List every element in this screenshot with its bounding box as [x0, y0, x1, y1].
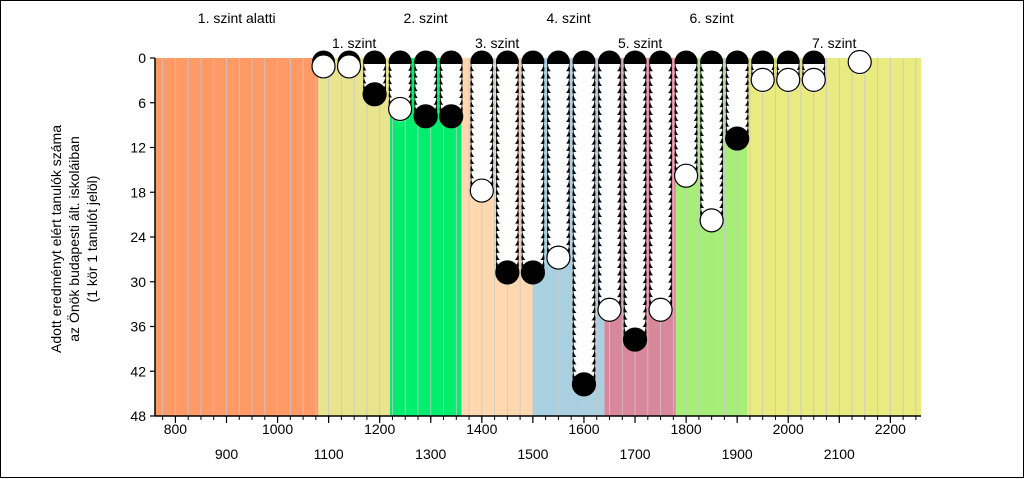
point-column: [750, 50, 775, 93]
data-point: [648, 297, 673, 322]
data-point: [847, 49, 872, 75]
point-column: [622, 50, 648, 352]
point-column: [495, 50, 520, 285]
data-point: [311, 54, 336, 79]
x-tick-label: 900: [215, 446, 239, 462]
x-tick-label: 2200: [875, 421, 906, 437]
y-tick-label: 36: [130, 319, 146, 335]
level-label-7: 6. szint: [689, 10, 733, 26]
x-tick-label: 1800: [671, 421, 702, 437]
level-label-4: 3. szint: [475, 35, 519, 51]
point-column: [597, 50, 622, 322]
point-column: [362, 50, 387, 107]
x-tick-label: 2100: [824, 446, 855, 462]
data-points: [311, 49, 872, 397]
point-column: [648, 50, 673, 322]
data-point: [597, 297, 622, 322]
level-label-6: 5. szint: [618, 35, 662, 51]
grid-lines: [162, 58, 917, 416]
point-column: [520, 50, 545, 285]
x-tick-label: 1200: [364, 421, 395, 437]
point-column: [776, 50, 801, 93]
point-column: [571, 50, 597, 397]
point-column: [546, 50, 571, 271]
level-labels: 1. szint alatti 1. szint 2. szint 3. szint 4…: [198, 10, 857, 51]
point-column: [699, 50, 724, 233]
level-label-2: 1. szint: [332, 35, 376, 51]
data-point: [725, 126, 750, 151]
data-point: [673, 163, 699, 188]
data-point: [336, 54, 362, 79]
point-column: [725, 50, 750, 152]
point-column: [413, 50, 438, 129]
y-axis-label-line-3: (1 kör 1 tanulót jelöl): [84, 176, 100, 303]
data-point: [469, 178, 494, 203]
data-point: [546, 245, 571, 270]
data-point: [388, 96, 413, 122]
y-tick-label: 42: [130, 363, 146, 379]
x-tick-label: 1100: [314, 446, 344, 462]
y-tick-label: 6: [138, 95, 146, 111]
point-column: [469, 50, 494, 203]
data-point: [699, 208, 724, 233]
y-axis-label-line-1: Adott eredményt elért tanulók száma: [48, 125, 64, 353]
band-1: [155, 58, 319, 416]
x-tick-label: 1000: [262, 421, 293, 437]
point-column: [336, 50, 362, 79]
data-point: [622, 327, 648, 352]
point-column: [311, 50, 336, 79]
data-point: [801, 67, 826, 92]
point-column: [801, 50, 826, 93]
x-tick-label: 1300: [415, 446, 446, 462]
x-tick-label: 1700: [619, 446, 650, 462]
y-axis-label-line-2: az Önök budapesti ált. iskoláiban: [65, 136, 82, 341]
data-point: [495, 260, 520, 285]
y-tick-label: 24: [130, 229, 146, 245]
band-8: [747, 58, 921, 416]
data-point: [776, 67, 801, 92]
y-tick-label: 48: [130, 408, 146, 424]
data-point: [520, 260, 545, 285]
axes: 0 6 12 18 24 30 36 42 48 800 1000 1200 1400 1600 1800 2…: [130, 50, 921, 462]
y-tick-label: 0: [138, 50, 146, 66]
y-tick-label: 18: [130, 184, 146, 200]
level-label-8: 7. szint: [812, 35, 856, 51]
y-tick-label: 30: [130, 274, 146, 290]
data-point: [362, 82, 387, 107]
point-column: [439, 50, 464, 129]
data-point: [571, 372, 597, 397]
x-tick-label: 2000: [773, 421, 804, 437]
point-column: [673, 50, 699, 188]
level-label-5: 4. szint: [546, 10, 590, 26]
x-tick-label: 1600: [568, 421, 599, 437]
data-point: [750, 67, 775, 92]
x-tick-label: 1500: [517, 446, 548, 462]
data-point: [439, 104, 464, 129]
x-tick-label: 1400: [466, 421, 497, 437]
level-label-1: 1. szint alatti: [198, 10, 276, 26]
point-column: [847, 49, 872, 75]
x-tick-label: 800: [164, 421, 188, 437]
x-tick-label: 1900: [722, 446, 753, 462]
level-label-3: 2. szint: [403, 10, 447, 26]
data-point: [413, 104, 438, 129]
point-column: [388, 50, 413, 122]
y-tick-label: 12: [130, 140, 146, 156]
